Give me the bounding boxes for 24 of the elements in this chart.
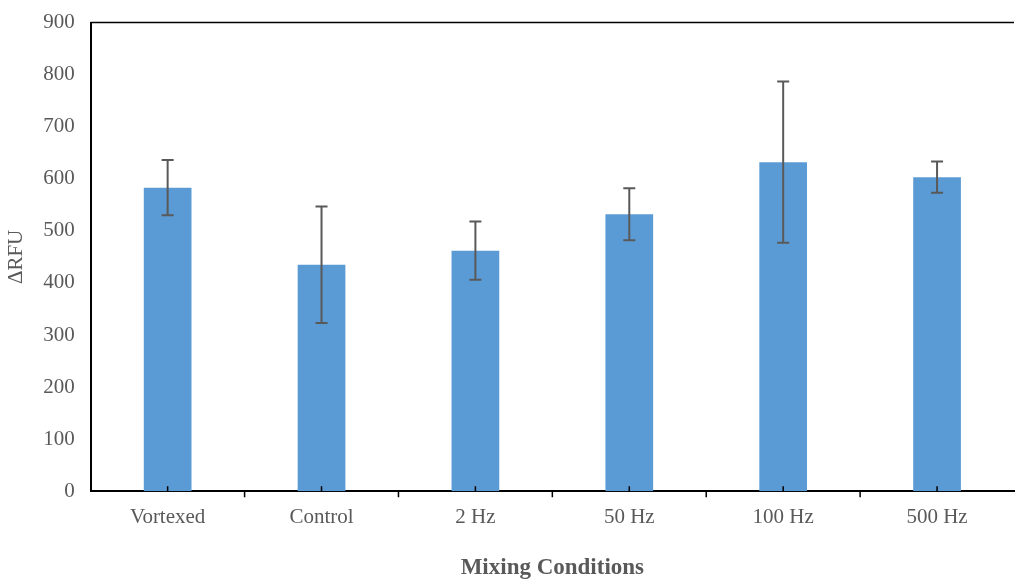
y-tick-label: 600 <box>43 165 75 190</box>
x-tick-label: 50 Hz <box>603 504 655 529</box>
bar <box>297 264 346 492</box>
y-tick-label: 800 <box>43 61 75 86</box>
y-tick-label: 900 <box>43 9 75 34</box>
bar <box>143 187 192 492</box>
y-tick-label: 500 <box>43 217 75 242</box>
x-tick-label: Control <box>289 504 354 529</box>
bar <box>605 214 654 492</box>
x-tick-label: Vortexed <box>129 504 206 529</box>
bar <box>759 162 808 492</box>
y-tick-label: 200 <box>43 373 75 398</box>
bar <box>913 177 961 492</box>
y-tick-label: 0 <box>64 477 75 502</box>
y-tick-label: 400 <box>43 269 75 294</box>
y-tick-label: 700 <box>43 113 75 138</box>
x-axis-title: Mixing Conditions <box>460 554 645 580</box>
y-tick-label: 300 <box>43 321 75 346</box>
x-tick-label: 500 Hz <box>906 504 968 529</box>
y-axis-title: ΔRFU <box>3 229 28 285</box>
x-tick-label: 2 Hz <box>455 504 496 529</box>
bar <box>451 250 500 492</box>
x-tick-label: 100 Hz <box>752 504 814 529</box>
y-tick-label: 100 <box>43 425 75 450</box>
